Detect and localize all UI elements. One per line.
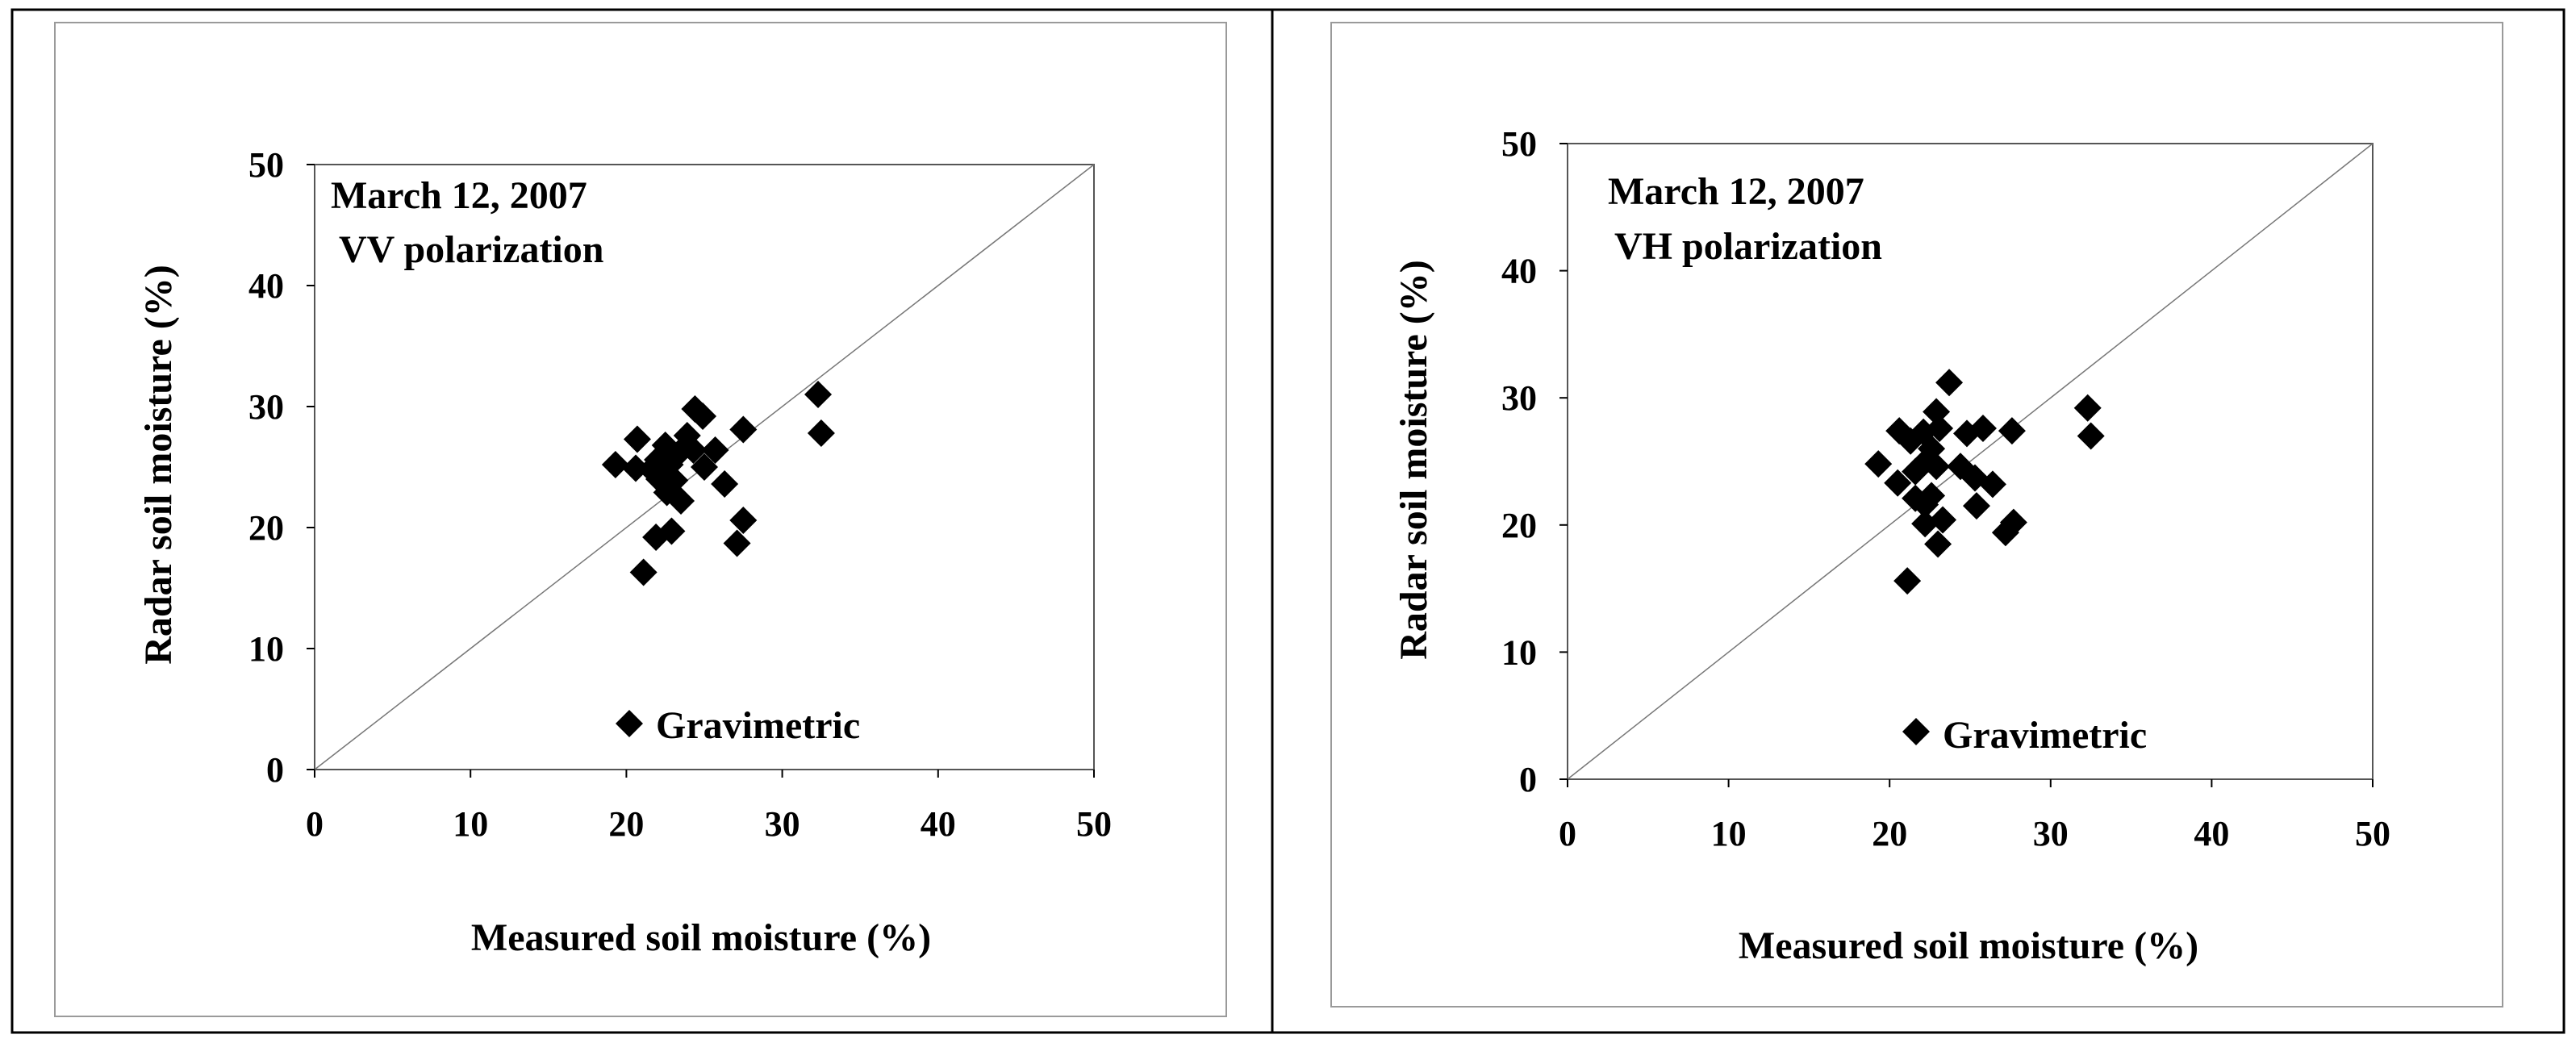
chart-vh-data-point xyxy=(1935,369,1964,397)
chart-vh: March 12, 2007 VH polarization 0 10 20 3… xyxy=(1392,124,2390,967)
chart-vv-data-point xyxy=(623,425,651,453)
chart-vh-data-point xyxy=(1969,415,1997,443)
chart-vh-y-tick-label: 40 xyxy=(1501,252,1537,291)
chart-vh-y-ticks: 0 10 20 30 40 50 xyxy=(1501,124,1537,799)
chart-vv: March 12, 2007 VV polarization 0 10 20 3… xyxy=(137,145,1112,959)
chart-vh-x-tick-label: 0 xyxy=(1559,814,1576,853)
chart-vv-data-point xyxy=(729,415,758,444)
chart-vh-data-point xyxy=(1918,482,1946,510)
chart-vv-legend-label: Gravimetric xyxy=(656,704,860,747)
chart-vv-data-point xyxy=(701,436,729,464)
chart-vv-data-point xyxy=(679,436,708,464)
chart-vh-y-tick-label: 30 xyxy=(1501,378,1537,418)
chart-vv-data-point xyxy=(601,451,629,478)
chart-vh-data-point xyxy=(1962,492,1990,520)
left-panel-border xyxy=(54,22,1227,1017)
chart-vh-annotation-line-1: March 12, 2007 xyxy=(1608,170,1864,213)
chart-vh-plot-area xyxy=(1559,143,2374,787)
chart-vh-data-point xyxy=(1999,508,2027,536)
chart-vv-x-tick-label: 20 xyxy=(608,804,644,844)
chart-vv-plot-area xyxy=(307,164,1095,778)
chart-vh-one-to-one-line xyxy=(1567,143,2374,780)
chart-vv-data-point xyxy=(723,529,751,557)
chart-vv-x-axis-title: Measured soil moisture (%) xyxy=(471,916,931,959)
chart-vh-data-point xyxy=(2073,394,2102,422)
chart-vv-data-point xyxy=(729,507,758,534)
chart-vh-data-point xyxy=(1893,567,1922,595)
chart-vh-y-axis-title: Radar soil moisture (%) xyxy=(1392,260,1435,660)
chart-vh-x-tick-label: 10 xyxy=(1711,814,1747,853)
chart-vh-x-tick-label: 50 xyxy=(2355,814,2390,853)
chart-vh-legend: Gravimetric xyxy=(1902,714,2147,757)
right-panel-border xyxy=(1330,22,2503,1008)
chart-vh-data-point xyxy=(1884,469,1912,497)
chart-vv-y-axis-title: Radar soil moisture (%) xyxy=(137,265,180,665)
chart-vv-legend-marker xyxy=(616,710,643,737)
chart-vv-data-point xyxy=(621,454,649,482)
outer-frame xyxy=(10,8,2566,1034)
chart-vv-y-tick-label: 0 xyxy=(266,750,284,790)
chart-vv-plot-frame xyxy=(314,164,1095,770)
chart-vh-legend-label: Gravimetric xyxy=(1943,714,2147,757)
chart-vh-annotation-line-2: VH polarization xyxy=(1614,225,1882,268)
chart-vv-x-tick-label: 0 xyxy=(306,804,324,844)
chart-vh-x-ticks: 0 10 20 30 40 50 xyxy=(1559,814,2390,853)
chart-vh-x-tick-label: 40 xyxy=(2194,814,2229,853)
chart-vh-y-tick-label: 0 xyxy=(1519,760,1537,799)
chart-vh-x-tick-label: 30 xyxy=(2033,814,2069,853)
chart-vv-y-tick-label: 50 xyxy=(248,145,284,185)
chart-vh-data-point xyxy=(1998,417,2026,445)
chart-vv-x-tick-label: 10 xyxy=(453,804,488,844)
chart-vh-data-point xyxy=(1924,530,1952,558)
chart-vh-data-point xyxy=(1926,415,1954,443)
chart-vh-data-point xyxy=(1864,450,1893,478)
chart-vh-y-tick-label: 50 xyxy=(1501,124,1537,164)
chart-vv-annotation-line-2: VV polarization xyxy=(339,228,603,271)
chart-vv-y-tick-label: 20 xyxy=(248,508,284,548)
chart-vv-x-ticks: 0 10 20 30 40 50 xyxy=(306,804,1112,844)
chart-vv-legend: Gravimetric xyxy=(616,704,860,747)
chart-vh-y-tick-label: 20 xyxy=(1501,506,1537,545)
chart-vh-data-point xyxy=(1923,453,1951,481)
chart-vh-data-point xyxy=(1978,470,2006,499)
chart-vv-y-tick-label: 10 xyxy=(248,629,284,669)
chart-vv-data-point xyxy=(661,466,689,494)
chart-vv-data-point xyxy=(711,470,739,498)
chart-vv-data-point xyxy=(807,419,835,447)
chart-vv-data-point xyxy=(642,524,670,551)
chart-vv-data-point xyxy=(691,453,718,481)
chart-vh-plot-frame xyxy=(1567,143,2374,780)
chart-vh-legend-marker xyxy=(1902,718,1930,745)
chart-vv-data-point xyxy=(689,403,717,430)
chart-vv-y-tick-label: 30 xyxy=(248,387,284,427)
chart-vv-x-tick-label: 30 xyxy=(765,804,800,844)
chart-vh-x-tick-label: 20 xyxy=(1872,814,1907,853)
chart-vv-data-point xyxy=(629,558,658,586)
chart-vh-y-tick-label: 10 xyxy=(1501,632,1537,672)
chart-vv-data-point xyxy=(667,487,695,515)
chart-vv-y-ticks: 0 10 20 30 40 50 xyxy=(248,145,284,790)
chart-vh-x-axis-title: Measured soil moisture (%) xyxy=(1739,924,2198,967)
chart-vh-data-point xyxy=(2077,422,2105,450)
chart-vh-data-point xyxy=(1929,506,1957,534)
chart-vv-x-tick-label: 40 xyxy=(921,804,956,844)
chart-vv-y-tick-label: 40 xyxy=(248,266,284,306)
chart-vv-annotation-line-1: March 12, 2007 xyxy=(331,174,587,217)
chart-vh-data-point xyxy=(1911,510,1939,538)
chart-vv-data-point xyxy=(804,381,833,408)
chart-vv-x-tick-label: 50 xyxy=(1076,804,1112,844)
